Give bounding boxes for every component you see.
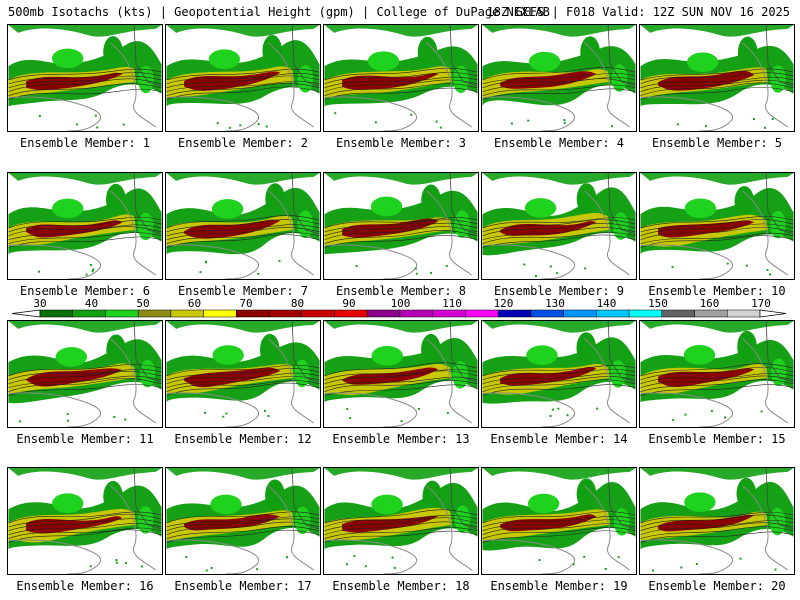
ensemble-member-label: Ensemble Member: 9 [493, 284, 625, 298]
ensemble-member-label: Ensemble Member: 15 [648, 432, 786, 446]
colorbar-tick-label: 80 [291, 297, 304, 310]
colorbar-swatch [301, 309, 335, 318]
ensemble-member-label: Ensemble Member: 5 [651, 136, 783, 150]
ensemble-member-label: Ensemble Member: 16 [16, 579, 154, 593]
colorbar-swatch [432, 309, 466, 318]
ensemble-member-label: Ensemble Member: 18 [332, 579, 470, 593]
ensemble-member-map [165, 320, 321, 428]
colorbar-tick-label: 120 [494, 297, 514, 310]
colorbar-swatch [694, 309, 728, 318]
colorbar-tick-label: 110 [442, 297, 462, 310]
ensemble-member-map [7, 467, 163, 575]
ensemble-member-map [481, 172, 637, 280]
ensemble-member-label: Ensemble Member: 13 [332, 432, 470, 446]
colorbar-tick-label: 140 [597, 297, 617, 310]
colorbar-tick-label: 100 [391, 297, 411, 310]
colorbar-swatch [170, 309, 204, 318]
colorbar-swatch [334, 309, 368, 318]
ensemble-member-map [481, 24, 637, 132]
ensemble-member-map [323, 320, 479, 428]
colorbar-tick-label: 150 [648, 297, 668, 310]
run-valid-time: 18Z GEFS | F018 Valid: 12Z SUN NOV 16 20… [486, 5, 790, 19]
isotach-colorbar: 30 40 50 60 70 80 90 100 110 120 130 140 150 160 170 [11, 297, 787, 318]
colorbar-swatch [105, 309, 139, 318]
ensemble-member-map [7, 172, 163, 280]
colorbar-tick-label: 50 [136, 297, 149, 310]
colorbar-swatch [563, 309, 597, 318]
ensemble-member-label: Ensemble Member: 4 [493, 136, 625, 150]
ensemble-member-map [481, 320, 637, 428]
ensemble-member-map [639, 467, 795, 575]
ensemble-member-label: Ensemble Member: 12 [174, 432, 312, 446]
ensemble-member-map [323, 467, 479, 575]
colorbar-tick-label: 170 [751, 297, 771, 310]
ensemble-member-label: Ensemble Member: 3 [335, 136, 467, 150]
colorbar-swatch [268, 309, 303, 318]
colorbar-right-arrow [759, 309, 787, 318]
ensemble-member-label: Ensemble Member: 1 [19, 136, 151, 150]
ensemble-member-map [7, 24, 163, 132]
ensemble-member-label: Ensemble Member: 20 [648, 579, 786, 593]
ensemble-member-label: Ensemble Member: 2 [177, 136, 309, 150]
ensemble-member-label: Ensemble Member: 10 [648, 284, 786, 298]
colorbar-swatch [661, 309, 695, 318]
ensemble-member-map [165, 172, 321, 280]
ensemble-member-label: Ensemble Member: 8 [335, 284, 467, 298]
ensemble-member-map [323, 24, 479, 132]
ensemble-member-label: Ensemble Member: 17 [174, 579, 312, 593]
colorbar-tick-label: 70 [239, 297, 252, 310]
ensemble-member-label: Ensemble Member: 19 [490, 579, 628, 593]
colorbar-swatch [530, 309, 564, 318]
colorbar-swatch [628, 309, 663, 318]
ensemble-member-label: Ensemble Member: 6 [19, 284, 151, 298]
colorbar-tick-label: 90 [342, 297, 355, 310]
ensemble-member-label: Ensemble Member: 14 [490, 432, 628, 446]
colorbar-swatch [399, 309, 433, 318]
colorbar-swatch [203, 309, 237, 318]
ensemble-member-map [639, 172, 795, 280]
colorbar-swatch [39, 309, 73, 318]
ensemble-member-map [481, 467, 637, 575]
map-title: 500mb Isotachs (kts) | Geopotential Heig… [8, 5, 550, 19]
colorbar-swatch [497, 309, 532, 318]
colorbar-swatch [236, 309, 270, 318]
colorbar-tick-label: 60 [188, 297, 201, 310]
colorbar-swatch [367, 309, 401, 318]
ensemble-member-map [639, 24, 795, 132]
ensemble-member-map [165, 467, 321, 575]
colorbar-swatch [727, 309, 761, 318]
colorbar-swatch [596, 309, 630, 318]
colorbar-left-arrow [11, 309, 41, 318]
colorbar-swatch [465, 309, 499, 318]
colorbar-swatch [72, 309, 106, 318]
colorbar-swatch [137, 309, 172, 318]
colorbar-tick-label: 30 [33, 297, 46, 310]
ensemble-member-map [165, 24, 321, 132]
ensemble-member-map [7, 320, 163, 428]
ensemble-member-label: Ensemble Member: 11 [16, 432, 154, 446]
ensemble-member-map [639, 320, 795, 428]
colorbar-tick-label: 160 [700, 297, 720, 310]
colorbar-tick-label: 130 [545, 297, 565, 310]
colorbar-tick-label: 40 [85, 297, 98, 310]
ensemble-member-map [323, 172, 479, 280]
ensemble-member-label: Ensemble Member: 7 [177, 284, 309, 298]
